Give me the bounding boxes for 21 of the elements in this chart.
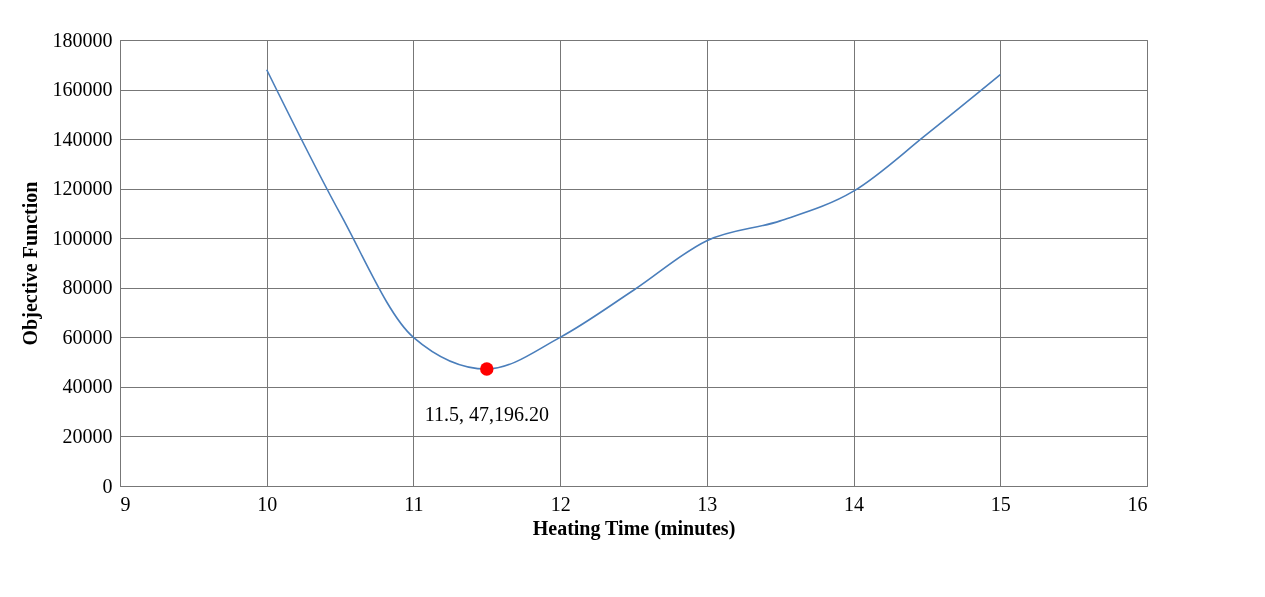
y-tick-label: 0 — [102, 474, 113, 497]
x-axis-title: Heating Time (minutes) — [532, 516, 736, 540]
x-tick-label: 15 — [990, 492, 1011, 515]
x-tick-label: 13 — [697, 492, 718, 515]
annotation: 11.5, 47,196.20 — [424, 403, 549, 426]
y-tick-label: 20000 — [62, 424, 113, 447]
y-tick-label: 100000 — [52, 226, 113, 249]
y-tick-label: 180000 — [52, 28, 113, 51]
y-tick-label: 160000 — [52, 78, 113, 101]
x-tick-label: 12 — [550, 492, 571, 515]
x-tick-label: 14 — [844, 492, 865, 515]
y-tick-label: 80000 — [62, 276, 113, 299]
x-tick-label: 10 — [257, 492, 278, 515]
y-tick-label: 140000 — [52, 127, 113, 150]
y-tick-label: 120000 — [52, 177, 113, 200]
x-tick-label: 9 — [120, 492, 131, 515]
x-tick-label: 16 — [1127, 492, 1148, 515]
x-tick-label: 11 — [404, 492, 424, 515]
y-tick-label: 60000 — [62, 325, 113, 348]
y-tick-label: 40000 — [62, 375, 113, 398]
y-axis-title: Objective Function — [18, 181, 42, 346]
